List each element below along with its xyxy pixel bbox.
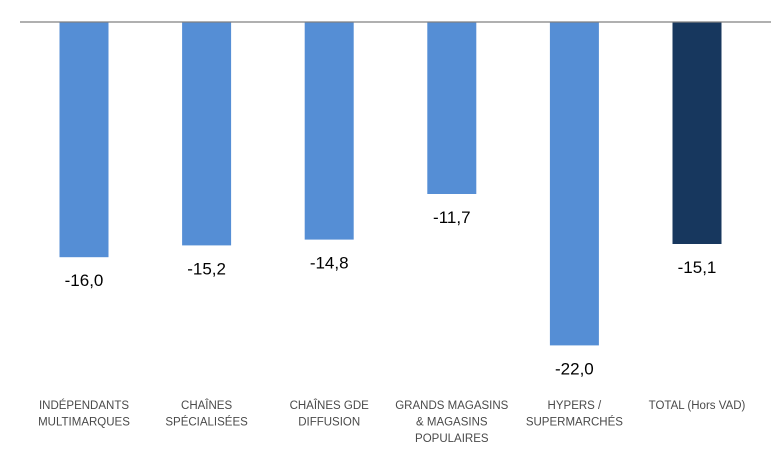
category-label-line: DIFFUSION bbox=[298, 417, 360, 429]
value-label-6: -15,1 bbox=[678, 258, 717, 277]
category-label-2: CHAÎNES SPÉCIALISÉES bbox=[165, 399, 248, 429]
category-label-line: CHAÎNES bbox=[181, 399, 232, 412]
category-label-line: TOTAL (Hors VAD) bbox=[649, 400, 746, 412]
bar-5 bbox=[549, 22, 599, 346]
category-label-line: INDÉPENDANTS bbox=[39, 399, 129, 412]
bar-2 bbox=[182, 22, 232, 246]
value-labels-group: -16,0 -15,2 -14,8 -11,7 -22,0 -15,1 bbox=[65, 208, 717, 378]
value-label-3: -14,8 bbox=[310, 254, 349, 273]
category-label-line: & MAGASINS bbox=[416, 417, 488, 429]
bar-1 bbox=[59, 22, 109, 258]
category-label-line: CHAÎNES GDE bbox=[290, 399, 370, 412]
value-label-1: -16,0 bbox=[65, 271, 104, 290]
category-label-3: CHAÎNES GDE DIFFUSION bbox=[290, 399, 370, 429]
bars-group bbox=[59, 22, 722, 346]
value-label-4: -11,7 bbox=[433, 208, 471, 227]
bar-6 bbox=[672, 22, 722, 244]
category-label-5: HYPERS / SUPERMARCHÉS bbox=[526, 400, 623, 429]
value-label-5: -22,0 bbox=[555, 359, 594, 378]
category-label-6: TOTAL (Hors VAD) bbox=[649, 400, 746, 412]
category-label-4: GRANDS MAGASINS & MAGASINS POPULAIRES bbox=[395, 400, 508, 445]
bar-4 bbox=[427, 22, 477, 194]
value-label-2: -15,2 bbox=[187, 259, 226, 278]
bar-3 bbox=[304, 22, 354, 240]
category-label-line: MULTIMARQUES bbox=[38, 417, 130, 429]
category-labels-group: INDÉPENDANTS MULTIMARQUES CHAÎNES SPÉCIALIS… bbox=[38, 399, 745, 445]
category-label-line: POPULAIRES bbox=[415, 433, 489, 445]
category-label-1: INDÉPENDANTS MULTIMARQUES bbox=[38, 399, 130, 429]
category-label-line: HYPERS / bbox=[548, 400, 602, 412]
category-label-line: GRANDS MAGASINS bbox=[395, 400, 508, 412]
category-label-line: SPÉCIALISÉES bbox=[165, 416, 248, 429]
category-label-line: SUPERMARCHÉS bbox=[526, 416, 623, 429]
